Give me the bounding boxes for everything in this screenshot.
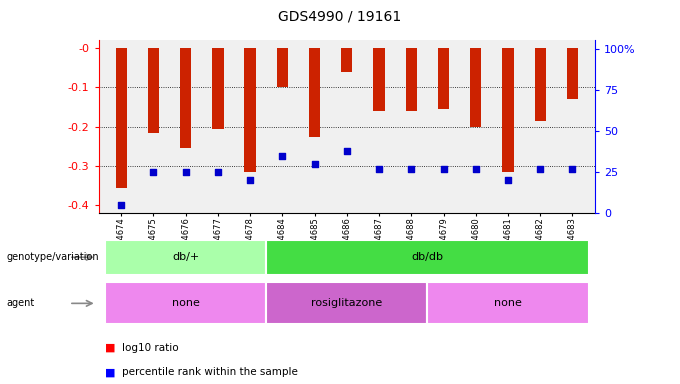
Point: [245, 177, 256, 183]
Point: [534, 166, 545, 172]
Bar: [438, 48, 449, 109]
Point: [148, 169, 159, 175]
Bar: [470, 48, 481, 127]
Text: ■: ■: [105, 343, 116, 353]
Text: agent: agent: [7, 298, 35, 308]
Text: none: none: [171, 298, 199, 308]
Bar: [341, 48, 352, 72]
Bar: [567, 48, 578, 99]
Point: [212, 169, 223, 175]
Text: GDS4990 / 19161: GDS4990 / 19161: [278, 10, 402, 23]
Bar: [406, 48, 417, 111]
Bar: [148, 48, 159, 132]
Point: [503, 177, 513, 183]
Bar: [309, 48, 320, 137]
Point: [180, 169, 191, 175]
Text: rosiglitazone: rosiglitazone: [311, 298, 382, 308]
Point: [116, 202, 126, 208]
Point: [373, 166, 384, 172]
Text: ■: ■: [105, 367, 116, 377]
Bar: [428, 282, 589, 324]
Bar: [180, 48, 191, 148]
Bar: [534, 48, 546, 121]
Text: log10 ratio: log10 ratio: [122, 343, 179, 353]
Point: [438, 166, 449, 172]
Bar: [244, 48, 256, 172]
Bar: [105, 282, 266, 324]
Point: [309, 161, 320, 167]
Point: [471, 166, 481, 172]
Text: db/db: db/db: [411, 252, 443, 262]
Bar: [266, 240, 589, 275]
Bar: [116, 48, 126, 188]
Bar: [503, 48, 513, 172]
Bar: [212, 48, 224, 129]
Text: db/+: db/+: [172, 252, 199, 262]
Bar: [266, 282, 428, 324]
Text: none: none: [494, 298, 522, 308]
Text: genotype/variation: genotype/variation: [7, 252, 99, 262]
Bar: [277, 48, 288, 88]
Point: [341, 147, 352, 154]
Text: percentile rank within the sample: percentile rank within the sample: [122, 367, 299, 377]
Point: [277, 152, 288, 159]
Bar: [105, 240, 266, 275]
Bar: [373, 48, 385, 111]
Point: [567, 166, 578, 172]
Point: [406, 166, 417, 172]
